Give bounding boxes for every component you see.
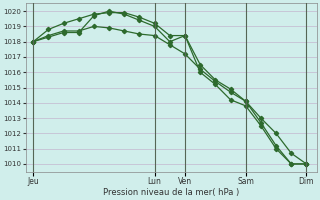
- X-axis label: Pression niveau de la mer( hPa ): Pression niveau de la mer( hPa ): [103, 188, 239, 197]
